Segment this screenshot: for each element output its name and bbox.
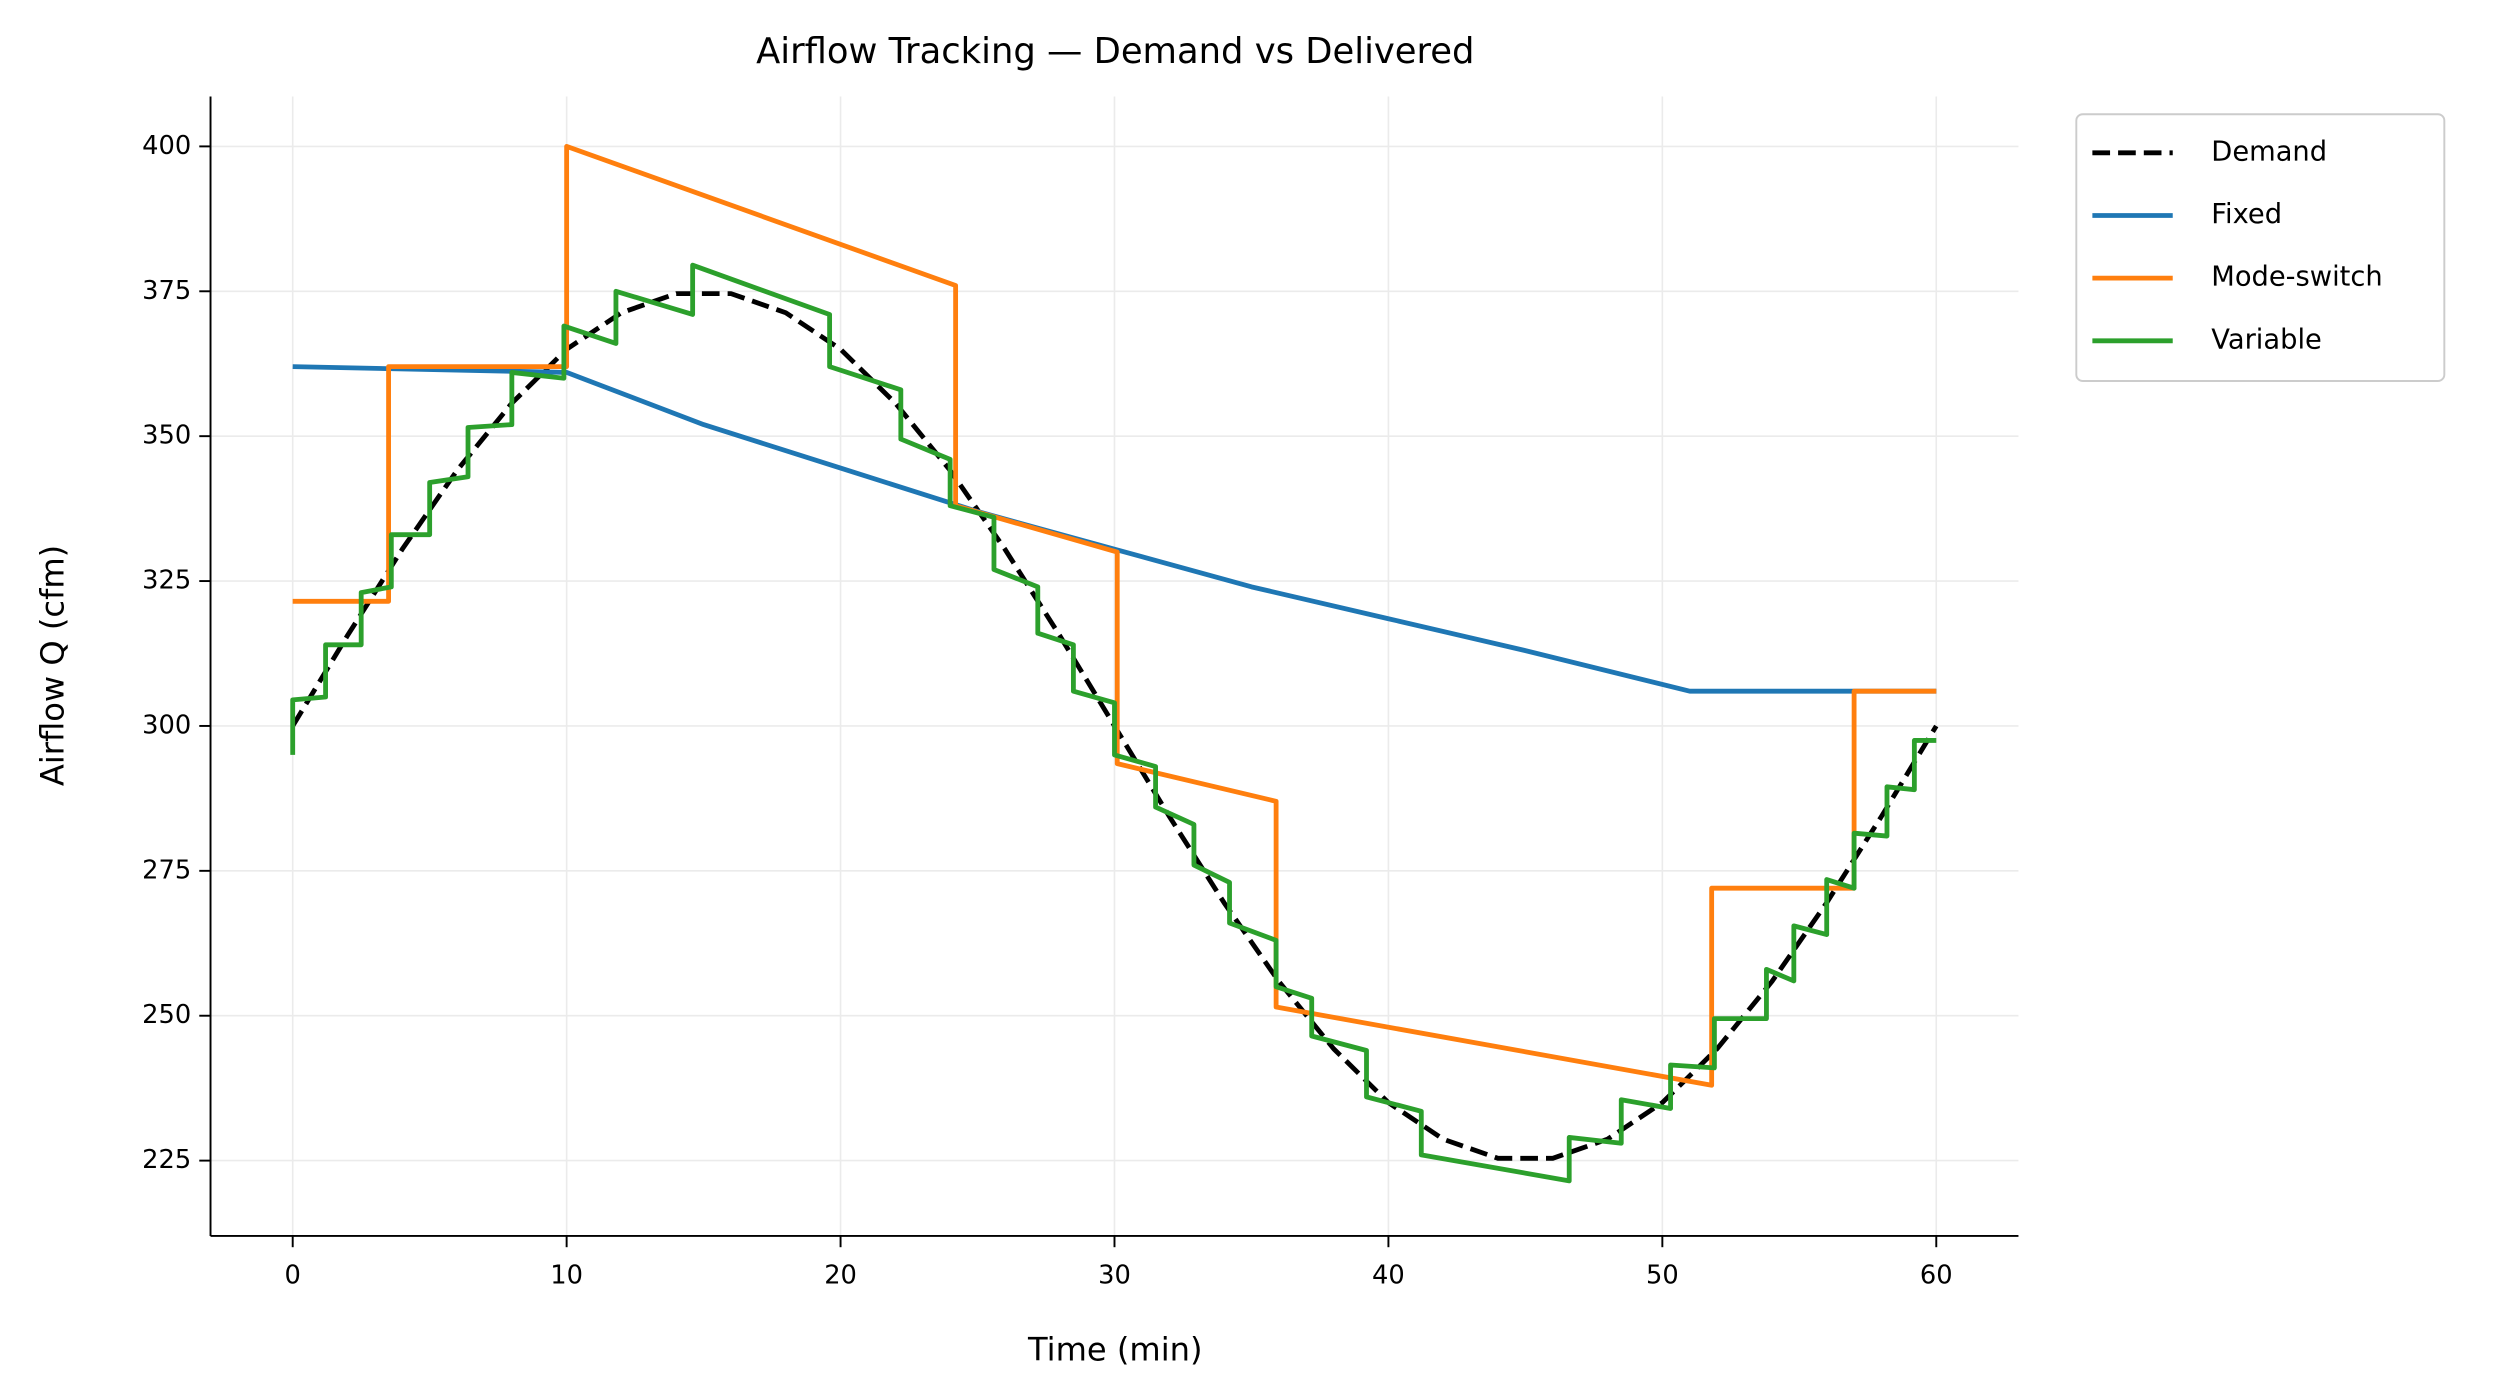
legend-label: Demand bbox=[2211, 136, 2327, 167]
y-tick-label: 375 bbox=[142, 276, 191, 306]
x-tick-label: 50 bbox=[1646, 1261, 1679, 1291]
x-axis-label: Time (min) bbox=[1027, 1331, 1202, 1369]
x-tick-label: 60 bbox=[1920, 1261, 1953, 1291]
y-tick-label: 400 bbox=[142, 131, 191, 161]
x-tick-label: 0 bbox=[285, 1261, 301, 1291]
line-series bbox=[290, 262, 1937, 1184]
line-series bbox=[292, 143, 1937, 1088]
y-tick-label: 275 bbox=[142, 855, 191, 885]
x-tick-label: 10 bbox=[550, 1261, 583, 1291]
y-tick-label: 325 bbox=[142, 566, 191, 596]
legend-box bbox=[2075, 113, 2446, 382]
x-tick-label: 40 bbox=[1372, 1261, 1405, 1291]
y-tick-label: 250 bbox=[142, 1000, 191, 1030]
chart-title: Airflow Tracking — Demand vs Delivered bbox=[756, 31, 1474, 72]
legend-label: Variable bbox=[2211, 324, 2322, 355]
x-tick-label: 20 bbox=[824, 1261, 857, 1291]
y-tick-label: 350 bbox=[142, 421, 191, 451]
y-axis-label: Airflow Q (cfm) bbox=[34, 545, 72, 786]
y-tick-label: 300 bbox=[142, 710, 191, 740]
x-tick-label: 30 bbox=[1098, 1261, 1131, 1291]
legend-label: Fixed bbox=[2211, 199, 2282, 230]
y-tick-label: 225 bbox=[142, 1145, 191, 1175]
legend-label: Mode-switch bbox=[2211, 262, 2382, 293]
